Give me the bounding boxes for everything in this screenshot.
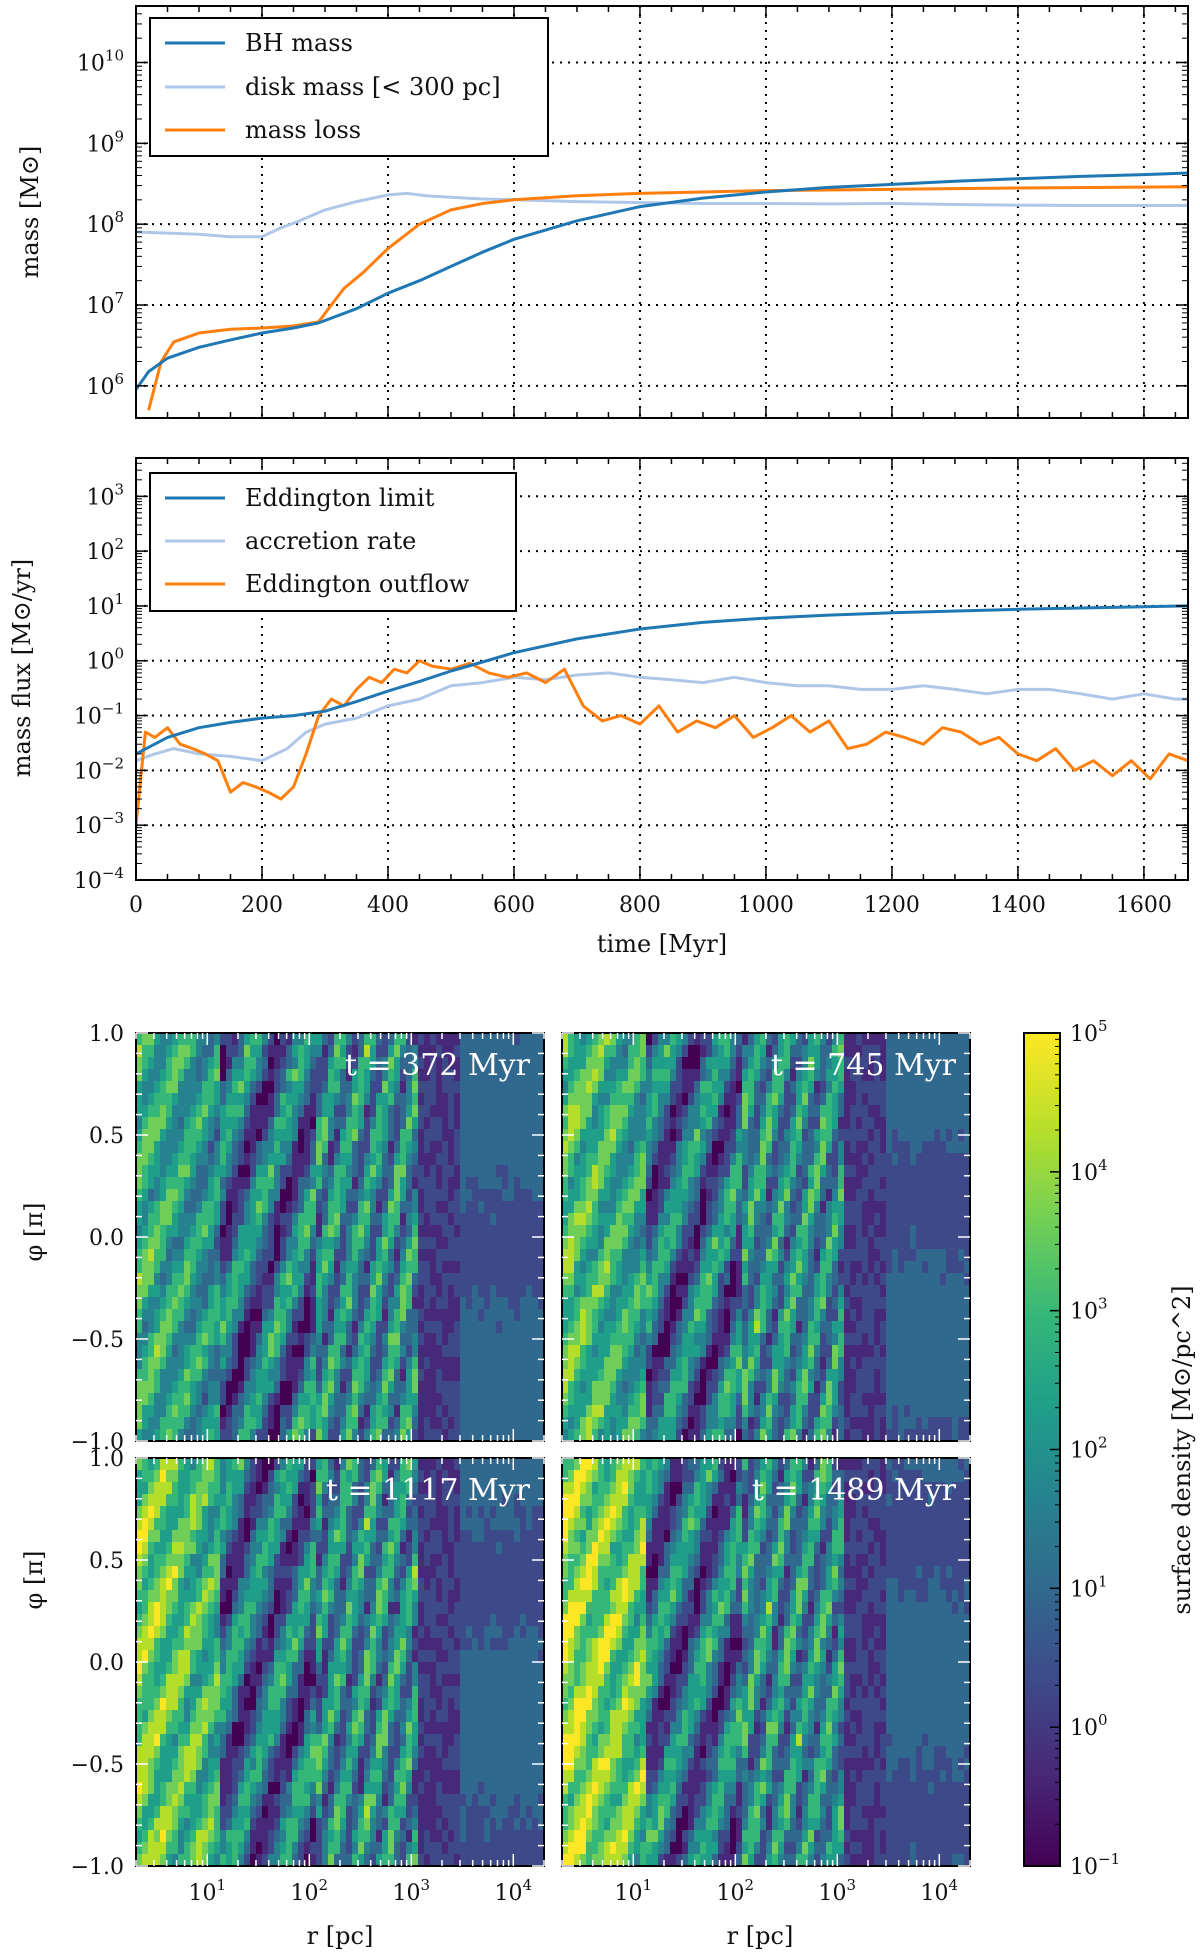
map-y-tick-label: 0.5 [89, 1549, 124, 1574]
y-tick-label: 103 [86, 480, 124, 510]
x-tick-label: 1400 [990, 893, 1046, 918]
x-tick-label: 600 [493, 893, 535, 918]
map-y-tick-label: −0.5 [71, 1753, 124, 1778]
map-y-axis-label-upper: φ [π] [20, 1203, 48, 1262]
map-x-axis-label-right: r [pc] [727, 1922, 794, 1950]
flux-axes-frame [135, 457, 1189, 881]
legend-label-accretion-rate: accretion rate [245, 527, 416, 555]
legend-label-mass-loss: mass loss [245, 116, 361, 144]
map-y-tick-label: 0.5 [89, 1124, 124, 1149]
colorbar-tick-label: 105 [1070, 1017, 1108, 1047]
y-tick-label: 10−2 [74, 754, 124, 784]
mass-axes-frame [135, 5, 1189, 419]
y-tick-label: 100 [86, 645, 124, 675]
map-y-tick-label: 1.0 [89, 1022, 124, 1047]
y-tick-label: 10−3 [74, 809, 124, 839]
map-x-tick-label: 102 [717, 1876, 755, 1906]
series-line-eddington-outflow [136, 659, 1188, 826]
mass-panel: 106 107 108 109 1010 mass [M⊙] BH mass disk … [16, 5, 1189, 419]
map-y-tick-label: 0.0 [89, 1226, 124, 1251]
x-tick-label: 800 [619, 893, 661, 918]
mass-y-axis-label: mass [M⊙] [16, 146, 44, 279]
x-tick-label: 1200 [864, 893, 920, 918]
map-y-tick-label: −1.0 [71, 1430, 124, 1455]
density-map-1: t = 745 Myr [561, 1032, 971, 1442]
x-tick-label: 200 [241, 893, 283, 918]
colorbar-tick-label: 100 [1070, 1711, 1108, 1741]
map-x-tick-label: 101 [189, 1876, 227, 1906]
map-y-tick-label: −0.5 [71, 1328, 124, 1353]
series-line-eddington-limit [136, 604, 1188, 756]
map-x-tick-label: 104 [921, 1876, 959, 1906]
surface-density-maps: t = 372 Myr t = 745 Myr t = 1117 Myr t = 14… [135, 1032, 971, 1867]
time-x-axis-label: time [Myr] [597, 930, 727, 958]
mass-flux-panel: 10−4 10−3 10−2 10−1 100 101 102 103 0 200 400 600 8… [8, 457, 1189, 958]
y-tick-label: 109 [86, 127, 124, 157]
x-tick-label: 0 [129, 893, 143, 918]
x-tick-label: 1600 [1116, 893, 1172, 918]
y-tick-label: 101 [86, 590, 124, 620]
y-tick-label: 107 [86, 289, 124, 319]
mass-legend: BH mass disk mass [< 300 pc] mass loss [149, 17, 549, 157]
map-x-tick-label: 103 [819, 1876, 857, 1906]
y-tick-label: 10−1 [74, 700, 124, 730]
legend-label-disk-mass: disk mass [< 300 pc] [245, 73, 501, 101]
colorbar-tick-label: 102 [1070, 1434, 1108, 1464]
map-time-label: t = 745 Myr [771, 1048, 957, 1083]
density-map-3: t = 1489 Myr [561, 1457, 971, 1867]
legend-label-eddington-outflow: Eddington outflow [245, 570, 470, 598]
map-y-tick-label: −1.0 [71, 1855, 124, 1880]
flux-y-axis-label: mass flux [M⊙/yr] [8, 559, 36, 777]
series-line-disk-mass-300-pc [136, 191, 1188, 239]
map-time-label: t = 372 Myr [345, 1048, 531, 1083]
colorbar-tick-label: 10−1 [1070, 1850, 1120, 1880]
series-line-mass-loss [147, 185, 1188, 411]
map-time-label: t = 1489 Myr [752, 1473, 957, 1508]
colorbar-tick-label: 104 [1070, 1156, 1108, 1186]
colorbar-label: surface density [M⊙/pc^2] [1168, 1285, 1196, 1614]
map-x-tick-label: 101 [615, 1876, 653, 1906]
y-tick-label: 1010 [77, 47, 124, 77]
legend-label-bh-mass: BH mass [245, 29, 353, 57]
colorbar-tick-label: 101 [1070, 1572, 1108, 1602]
y-tick-label: 106 [86, 370, 124, 400]
colorbar-tick-label: 103 [1070, 1295, 1108, 1325]
legend-label-eddington-limit: Eddington limit [245, 484, 435, 512]
map-x-axis-label-left: r [pc] [307, 1922, 374, 1950]
map-x-tick-label: 102 [291, 1876, 329, 1906]
colorbar: 105 104 103 102 101 100 10−1 surface density [… [1023, 1017, 1196, 1880]
y-tick-label: 10−4 [74, 864, 124, 894]
density-map-0: t = 372 Myr [135, 1032, 545, 1442]
y-tick-label: 102 [86, 535, 124, 565]
x-tick-label: 1000 [738, 893, 794, 918]
map-x-tick-label: 103 [393, 1876, 431, 1906]
x-tick-label: 400 [367, 893, 409, 918]
map-y-tick-label: 1.0 [89, 1447, 124, 1472]
map-y-axis-label-lower: φ [π] [20, 1551, 48, 1610]
map-time-label: t = 1117 Myr [326, 1473, 531, 1508]
density-map-2: t = 1117 Myr [135, 1457, 545, 1867]
y-tick-label: 108 [86, 208, 124, 238]
flux-legend: Eddington limit accretion rate Eddington… [149, 472, 517, 612]
series-line-bh-mass [136, 171, 1188, 391]
map-x-tick-label: 104 [495, 1876, 533, 1906]
map-y-tick-label: 0.0 [89, 1651, 124, 1676]
series-line-accretion-rate [136, 671, 1188, 763]
